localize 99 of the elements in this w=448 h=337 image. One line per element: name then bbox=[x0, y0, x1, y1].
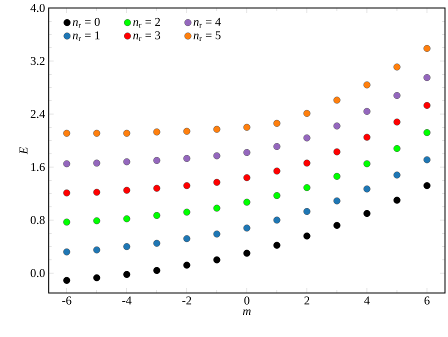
y-tick-label: 0.0 bbox=[30, 269, 45, 278]
x-axis-title: m bbox=[242, 309, 251, 316]
point bbox=[393, 196, 400, 204]
point bbox=[333, 148, 340, 156]
point bbox=[273, 216, 280, 224]
point bbox=[213, 178, 220, 186]
point bbox=[123, 186, 130, 194]
point bbox=[393, 145, 400, 152]
point bbox=[363, 81, 370, 88]
point bbox=[423, 156, 430, 164]
point bbox=[363, 160, 370, 168]
legend-label: n$_{r}$ = 2 bbox=[133, 18, 160, 28]
point bbox=[153, 156, 160, 164]
point bbox=[423, 74, 430, 82]
x-tick-label: 2 bbox=[304, 296, 310, 304]
point bbox=[153, 266, 160, 274]
point bbox=[93, 274, 100, 282]
legend-label: n$_{r}$ = 5 bbox=[194, 31, 221, 41]
point bbox=[63, 189, 70, 196]
point bbox=[303, 208, 310, 215]
point bbox=[213, 152, 220, 160]
y-tick-label: 0.8 bbox=[30, 216, 45, 224]
point bbox=[273, 168, 280, 175]
legend-label: n$_{r}$ = 4 bbox=[194, 18, 221, 28]
point bbox=[273, 242, 280, 249]
point bbox=[243, 198, 250, 206]
point bbox=[363, 108, 370, 115]
x-tick-label: 0 bbox=[244, 296, 250, 305]
point bbox=[333, 222, 340, 229]
x-tick-label: 6 bbox=[424, 296, 430, 305]
y-tick-label: 3.2 bbox=[30, 56, 45, 66]
point bbox=[153, 240, 160, 247]
point bbox=[243, 174, 250, 182]
point bbox=[273, 143, 280, 150]
point bbox=[63, 160, 70, 168]
legend-label: n$_{r}$ = 0 bbox=[72, 18, 100, 28]
x-tick-label: -4 bbox=[122, 296, 132, 304]
point bbox=[273, 192, 280, 200]
point bbox=[423, 102, 430, 109]
point bbox=[93, 130, 100, 137]
point bbox=[303, 232, 310, 240]
point bbox=[333, 96, 340, 104]
point bbox=[303, 134, 310, 142]
point bbox=[63, 218, 70, 226]
point bbox=[213, 256, 220, 264]
point bbox=[63, 248, 70, 256]
point bbox=[303, 110, 310, 117]
legend-label: n$_{r}$ = 3 bbox=[133, 31, 160, 42]
point bbox=[393, 118, 400, 126]
y-tick-label: 4.0 bbox=[30, 4, 45, 12]
point bbox=[423, 182, 430, 190]
point bbox=[153, 128, 160, 136]
point bbox=[123, 215, 130, 222]
point bbox=[63, 130, 70, 137]
point bbox=[363, 185, 370, 192]
point bbox=[123, 130, 130, 137]
x-tick-label: 4 bbox=[364, 296, 370, 304]
point bbox=[213, 204, 220, 212]
point bbox=[183, 154, 190, 162]
x-tick-label: -6 bbox=[62, 296, 72, 305]
point bbox=[213, 126, 220, 133]
point bbox=[183, 262, 190, 269]
point bbox=[333, 122, 340, 130]
point bbox=[303, 160, 310, 167]
y-tick-label: 2.4 bbox=[30, 110, 45, 118]
point bbox=[93, 160, 100, 167]
y-tick-label: 1.6 bbox=[31, 163, 45, 172]
point bbox=[363, 210, 370, 217]
point bbox=[123, 243, 130, 250]
point bbox=[393, 63, 400, 70]
point bbox=[333, 197, 340, 204]
point bbox=[93, 217, 100, 224]
point bbox=[273, 120, 280, 127]
point bbox=[243, 148, 250, 156]
point bbox=[423, 44, 430, 52]
point bbox=[153, 212, 160, 219]
point bbox=[423, 129, 430, 136]
legend-label: n$_{r}$ = 1 bbox=[72, 31, 100, 42]
point bbox=[183, 128, 190, 135]
point bbox=[243, 250, 250, 257]
point bbox=[183, 235, 190, 242]
point bbox=[333, 172, 340, 180]
y-axis-title: E bbox=[20, 147, 28, 154]
point bbox=[183, 182, 190, 190]
point bbox=[123, 158, 130, 166]
point bbox=[303, 184, 310, 192]
point bbox=[243, 124, 250, 131]
point bbox=[183, 208, 190, 216]
point bbox=[363, 134, 370, 141]
x-tick-label: -2 bbox=[182, 296, 192, 304]
point bbox=[123, 270, 130, 278]
point bbox=[213, 230, 220, 238]
point bbox=[93, 246, 100, 254]
point bbox=[393, 92, 400, 99]
point bbox=[153, 184, 160, 192]
point bbox=[93, 188, 100, 196]
point bbox=[243, 224, 250, 232]
point bbox=[393, 172, 400, 179]
point bbox=[63, 276, 70, 284]
